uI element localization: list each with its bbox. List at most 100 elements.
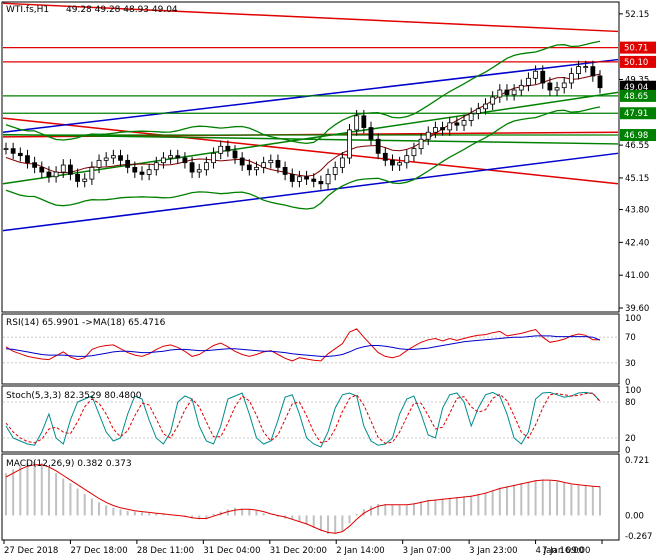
candle-body: [533, 70, 538, 79]
rsi-title: RSI(14) 65.9901 ->MA(18) 65.4716: [6, 318, 166, 328]
candle-body: [3, 148, 9, 151]
candle-body: [146, 169, 152, 175]
stoch-k-line: [5, 391, 601, 448]
trend-line-4: [2, 152, 619, 232]
candle-body: [404, 155, 410, 164]
candle-body: [461, 120, 467, 126]
candle-body: [297, 176, 302, 182]
candle-body: [518, 84, 524, 91]
price-tag-label: 46.98: [624, 131, 648, 141]
xtick-label: 28 Dec 11:00: [137, 546, 194, 556]
candle-body: [504, 89, 510, 96]
candle-body: [597, 75, 603, 89]
candle-body: [497, 89, 503, 98]
ytick-label: 43.80: [625, 206, 649, 216]
candle-body: [382, 152, 388, 161]
rsi-tick-label: 70: [625, 333, 636, 343]
ytick-label: 42.40: [625, 238, 649, 248]
price-tag-label: 48.65: [624, 92, 648, 102]
price-tag: [620, 41, 656, 54]
candle-body: [182, 157, 188, 164]
price-tag-label: 47.91: [624, 109, 648, 119]
xtick-label: 3 Jan 23:00: [469, 546, 517, 556]
candle-body: [554, 87, 560, 91]
candle-body: [189, 162, 195, 173]
rsi-ma-line: [5, 335, 601, 357]
price-tag-label: 50.10: [624, 58, 648, 68]
stoch-title: Stoch(5,3,3) 82.3529 80.4800: [6, 391, 142, 401]
candle-body: [232, 150, 238, 159]
price-tag: [620, 107, 656, 120]
candle-body: [203, 162, 209, 171]
ytick-label: 39.60: [625, 304, 649, 314]
main-panel: [1, 1, 620, 313]
xtick-label: 31 Dec 20:00: [270, 546, 327, 556]
candle-body: [490, 96, 496, 105]
candle-body: [576, 66, 581, 75]
candle-body: [332, 166, 338, 175]
candle-body: [318, 181, 324, 185]
candle-body: [454, 122, 460, 126]
price-tag: [620, 129, 656, 142]
candle-body: [132, 166, 138, 173]
candle-body: [447, 122, 453, 131]
rsi-panel: [1, 313, 620, 385]
macd-panel: [1, 453, 620, 541]
candle-body: [568, 73, 574, 84]
candle-body: [53, 171, 59, 178]
macd-plot: [5, 461, 601, 534]
stoch-tick-label: 20: [625, 434, 636, 444]
price-tag-label: 50.71: [624, 44, 648, 54]
candle-body: [268, 159, 274, 164]
rsi-plot: [3, 328, 618, 364]
macd-tick-label: 0.00: [625, 511, 644, 521]
rsi-line: [5, 328, 600, 362]
candle-body: [125, 159, 131, 168]
candle-body: [325, 174, 331, 185]
axes: 52.15 49.35 46.55 45.15 43.80 42.40 41.00 39.60…: [3, 10, 656, 556]
candle-body: [103, 157, 109, 161]
trend-line-5: [2, 133, 619, 145]
candle-body: [304, 176, 309, 180]
xtick-label: 27 Dec 18:00: [70, 546, 127, 556]
candle-body: [239, 157, 245, 166]
candle-body: [60, 164, 66, 173]
candle-body: [225, 145, 231, 152]
candle-body: [561, 82, 567, 89]
candle-body: [468, 113, 474, 121]
candle-body: [347, 129, 352, 159]
candle-body: [583, 66, 589, 68]
candle-body: [246, 164, 252, 171]
ytick-label: 41.00: [625, 271, 649, 281]
candle-body: [354, 115, 360, 131]
stoch-tick-label: 80: [625, 398, 636, 408]
trend-line-1: [2, 117, 619, 185]
candle-body: [526, 77, 531, 86]
rsi-tick-label: 100: [625, 314, 641, 324]
macd-signal-line: [5, 464, 601, 534]
stoch-plot: [3, 391, 618, 448]
candle-body: [196, 169, 202, 173]
rsi-tick-label: 0: [625, 378, 630, 388]
ytick-label: 52.15: [625, 10, 649, 20]
xtick-label: 2 Jan 14:00: [336, 546, 384, 556]
candle-body: [96, 159, 102, 168]
stoch-tick-label: 0: [625, 446, 630, 456]
candle-body: [475, 108, 481, 114]
candle-body: [46, 171, 52, 178]
trend-line-0: [2, 2, 619, 33]
candle-body: [275, 159, 281, 168]
price-tag-label: 49.04: [624, 83, 648, 93]
candle-body: [540, 70, 546, 84]
candle-body: [75, 174, 80, 182]
candle-body: [25, 155, 30, 164]
candle-body: [361, 115, 367, 128]
candle-body: [375, 138, 381, 154]
price-tag: [620, 55, 656, 68]
macd-title: MACD(12,26,9) 0.382 0.373: [6, 459, 132, 469]
candle-body: [82, 178, 88, 182]
candle-body: [161, 157, 166, 164]
candle-body: [425, 131, 431, 140]
price-tag: [620, 89, 656, 102]
candle-body: [547, 82, 553, 91]
